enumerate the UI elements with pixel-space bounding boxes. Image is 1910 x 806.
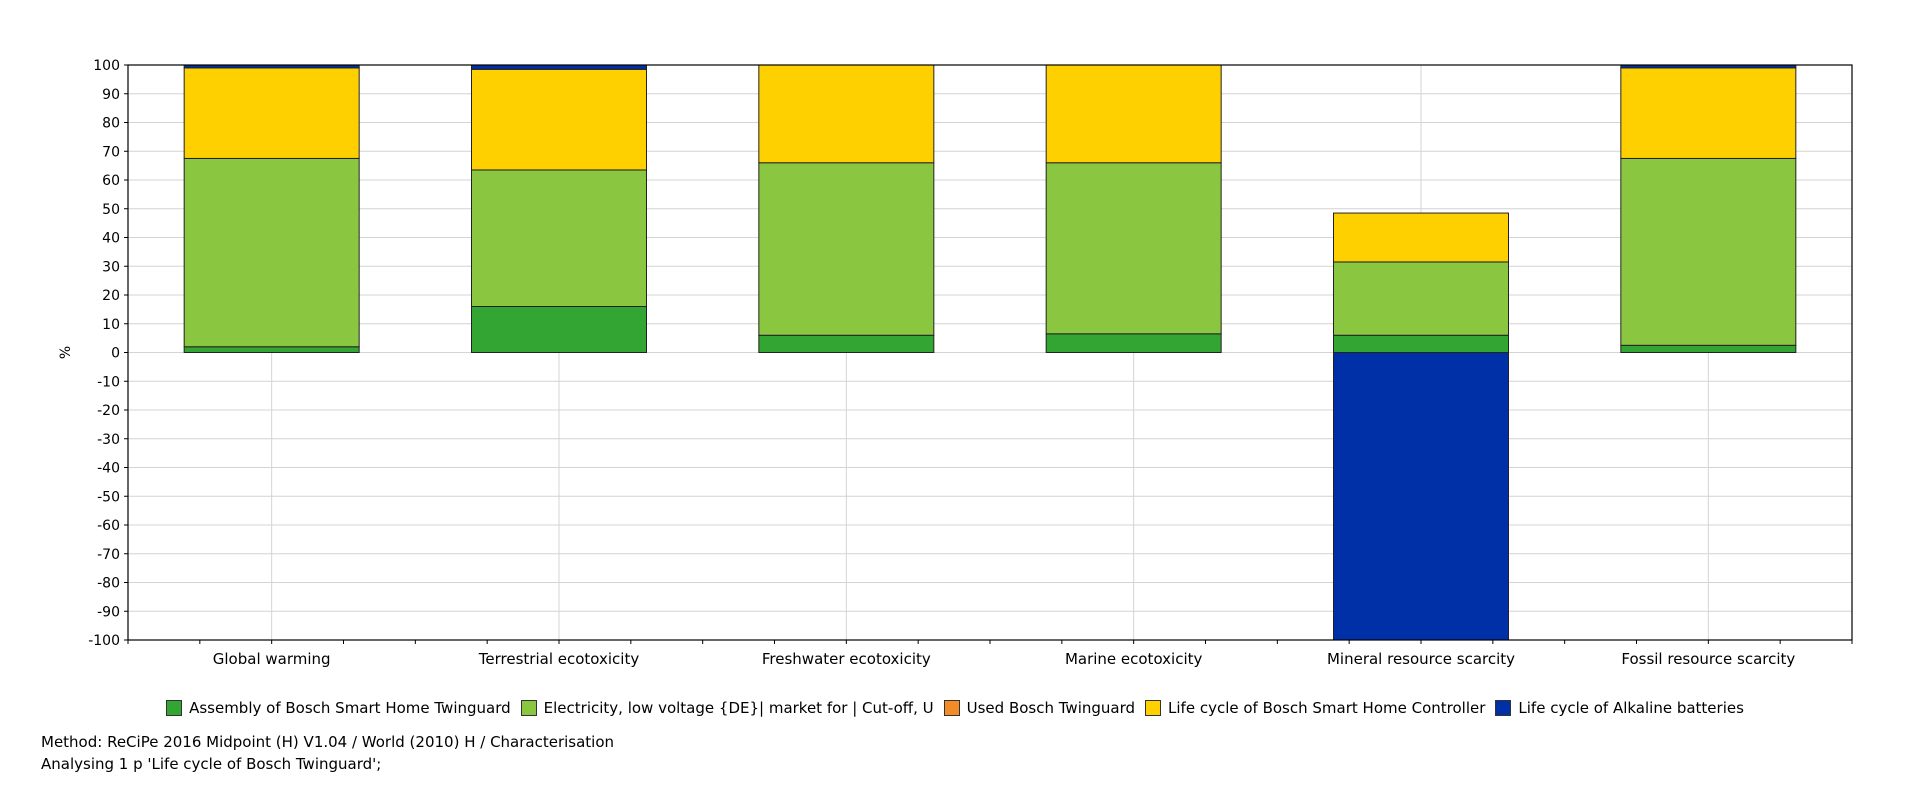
y-tick-label: 100 — [93, 58, 120, 74]
bar-segment — [1333, 212, 1509, 263]
y-tick-label: 10 — [102, 317, 120, 333]
y-tick-label: -10 — [97, 374, 120, 390]
y-tick-label: -20 — [97, 403, 120, 419]
y-tick-label: -60 — [97, 518, 120, 534]
y-tick-label: 30 — [102, 259, 120, 275]
y-tick-label: -80 — [97, 576, 120, 592]
legend-label: Assembly of Bosch Smart Home Twinguard — [189, 699, 511, 717]
y-tick-label: 90 — [102, 87, 120, 103]
bar-segment — [183, 157, 360, 348]
y-tick-label: -100 — [88, 633, 120, 649]
legend-swatch — [166, 700, 183, 716]
legend-swatch — [1145, 700, 1162, 716]
bar-segment — [1333, 261, 1509, 336]
plot-frame — [127, 64, 1853, 641]
x-tick-label: Freshwater ecotoxicity — [762, 650, 931, 668]
legend-label: Electricity, low voltage {DE}| market fo… — [543, 699, 934, 717]
bar-segment — [1620, 157, 1797, 346]
chart: -100-90-80-70-60-50-40-30-20-10010203040… — [58, 58, 1853, 668]
legend-label: Life cycle of Alkaline batteries — [1518, 699, 1744, 717]
legend-item: Assembly of Bosch Smart Home Twinguard — [166, 699, 511, 717]
bar-segment — [1045, 64, 1222, 164]
legend-swatch — [520, 700, 537, 716]
bar-segment — [1045, 333, 1222, 353]
bar-segment — [471, 64, 647, 70]
legend-item: Life cycle of Bosch Smart Home Controlle… — [1145, 699, 1485, 717]
y-tick-label: -90 — [97, 604, 120, 620]
y-axis-label: % — [58, 346, 74, 359]
method-text: Method: ReCiPe 2016 Midpoint (H) V1.04 /… — [41, 733, 615, 751]
legend-swatch — [1495, 700, 1512, 716]
y-tick-label: 50 — [102, 202, 120, 218]
bar-segment — [1333, 352, 1509, 641]
legend-item: Life cycle of Alkaline batteries — [1495, 699, 1744, 717]
x-tick-label: Global warming — [213, 650, 331, 668]
bar-segment — [183, 346, 360, 353]
bar-segment — [471, 169, 647, 307]
x-tick-label: Terrestrial ecotoxicity — [478, 650, 640, 668]
y-tick-label: 80 — [102, 116, 120, 132]
x-tick-label: Mineral resource scarcity — [1327, 650, 1515, 668]
y-tick-label: 60 — [102, 173, 120, 189]
legend-item: Used Bosch Twinguard — [943, 699, 1136, 717]
x-tick-label: Fossil resource scarcity — [1621, 650, 1795, 668]
y-tick-label: 0 — [111, 346, 120, 362]
legend-label: Used Bosch Twinguard — [966, 699, 1136, 717]
bar-segment — [1045, 162, 1222, 335]
y-tick-label: 40 — [102, 231, 120, 247]
y-tick-label: -30 — [97, 432, 120, 448]
y-tick-label: 70 — [102, 144, 120, 160]
y-tick-label: 20 — [102, 288, 120, 304]
legend-swatch — [943, 700, 960, 716]
bar-segment — [471, 306, 647, 353]
legend-item: Electricity, low voltage {DE}| market fo… — [520, 699, 934, 717]
bar-segment — [1333, 334, 1509, 353]
footer: Method: ReCiPe 2016 Midpoint (H) V1.04 /… — [41, 731, 614, 775]
y-tick-label: -50 — [97, 489, 120, 505]
bar-segment — [471, 68, 647, 171]
bar-segment — [183, 67, 360, 159]
bar-segment — [1620, 344, 1797, 353]
y-tick-label: -40 — [97, 461, 120, 477]
legend-label: Life cycle of Bosch Smart Home Controlle… — [1168, 699, 1486, 717]
x-tick-label: Marine ecotoxicity — [1065, 650, 1203, 668]
bar-segment — [758, 334, 935, 353]
bar-segment — [1620, 67, 1797, 159]
bar-segment — [758, 64, 935, 164]
bar-segment — [758, 162, 935, 336]
legend: Assembly of Bosch Smart Home Twinguard El… — [0, 699, 1910, 717]
analysing-text: Analysing 1 p 'Life cycle of Bosch Twing… — [41, 755, 382, 773]
y-tick-label: -70 — [97, 547, 120, 563]
